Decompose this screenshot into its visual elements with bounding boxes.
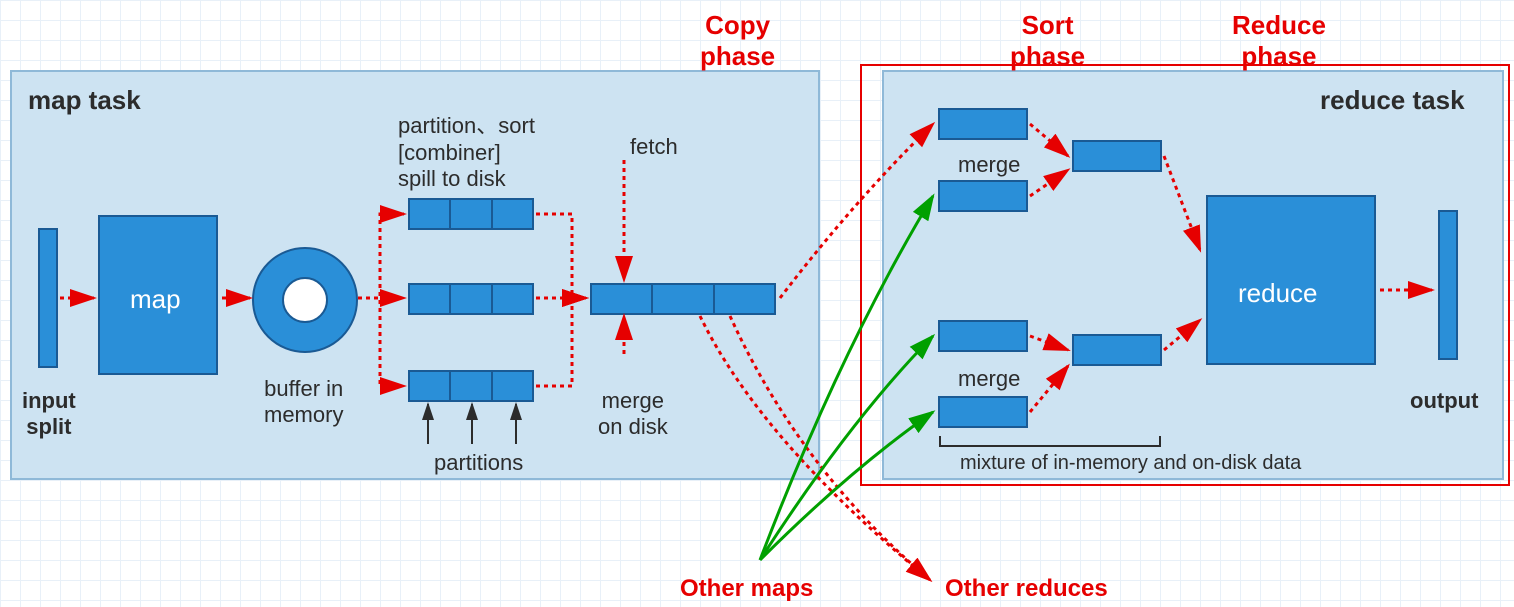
reduce-task-title: reduce task (1320, 85, 1465, 116)
spill-row-3 (408, 370, 534, 402)
reduce-label: reduce (1238, 278, 1318, 309)
map-task-title: map task (28, 85, 141, 116)
copy-phase-label: Copy phase (700, 10, 775, 72)
input-split-label: input split (22, 388, 76, 440)
reduce-input-2 (938, 180, 1028, 212)
merge1-label: merge (958, 152, 1020, 178)
spill-label: partition、sort [combiner] spill to disk (398, 108, 535, 192)
other-reduces-label: Other reduces (945, 575, 1108, 603)
output-label: output (1410, 388, 1478, 414)
merged-on-disk (590, 283, 776, 315)
partitions-label: partitions (434, 450, 523, 476)
mixture-label: mixture of in-memory and on-disk data (960, 452, 1301, 475)
sort-phase-label: Sort phase (1010, 10, 1085, 72)
spill-row-2 (408, 283, 534, 315)
spill-row-1 (408, 198, 534, 230)
reduce-input-4 (938, 396, 1028, 428)
reduce-merge-2 (1072, 334, 1162, 366)
reduce-phase-label: Reduce phase (1232, 10, 1326, 72)
reduce-input-3 (938, 320, 1028, 352)
fetch-label: fetch (630, 134, 678, 160)
other-maps-label: Other maps (680, 575, 813, 603)
map-label: map (130, 284, 181, 315)
reduce-input-1 (938, 108, 1028, 140)
output-bar (1438, 210, 1458, 360)
reduce-merge-1 (1072, 140, 1162, 172)
merge-on-disk-label: merge on disk (598, 388, 668, 440)
buffer-label: buffer in memory (264, 376, 343, 428)
input-split-bar (38, 228, 58, 368)
merge2-label: merge (958, 366, 1020, 392)
